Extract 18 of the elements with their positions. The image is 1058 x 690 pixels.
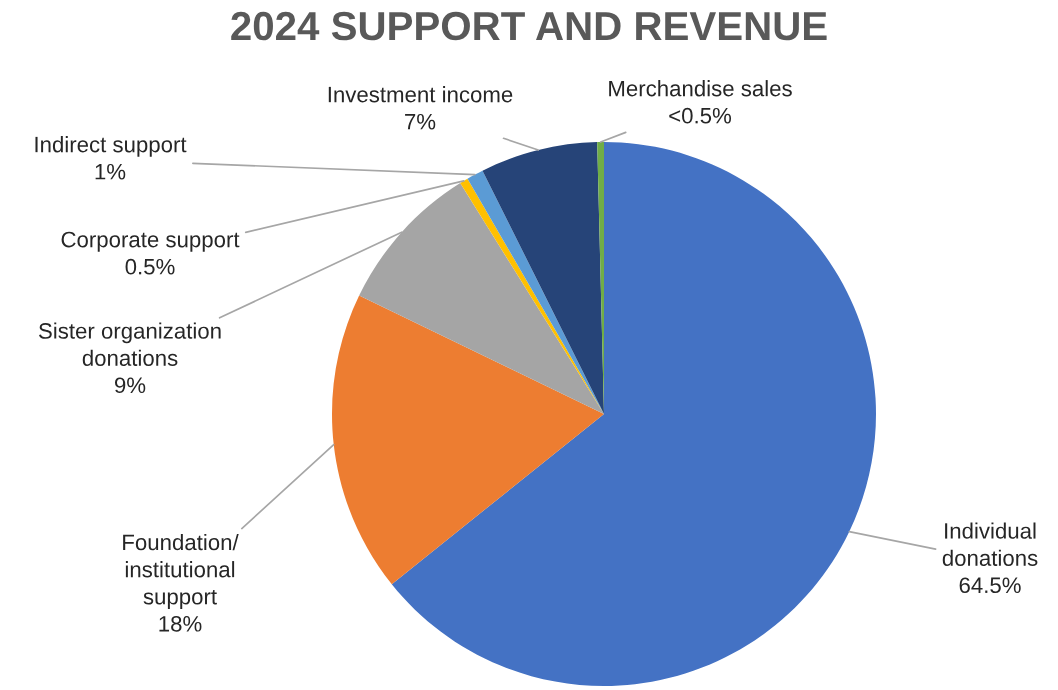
slice-label: Merchandise sales — [609, 80, 792, 97]
slice-label: Foundation/ institutional support — [123, 533, 239, 609]
pie-slice — [482, 142, 604, 414]
slice-label: Sister organization donations — [38, 322, 221, 366]
data-label: <0.5% — [669, 107, 732, 124]
data-label: 1% — [95, 163, 126, 180]
data-label: 18% — [159, 615, 202, 632]
data-label: 9% — [114, 377, 146, 394]
data-label: 64.5% — [959, 577, 1021, 594]
data-label: 7% — [405, 113, 436, 130]
slice-label: Individual donations — [942, 522, 1038, 566]
pie-slice — [332, 295, 604, 585]
data-label: 0.5% — [125, 258, 175, 275]
slice-label: Investment income — [328, 86, 513, 103]
slice-label: Indirect support — [35, 136, 187, 157]
pie-slice — [391, 142, 876, 686]
slice-label: Corporate support — [61, 231, 240, 252]
chart-title: 2024 SUPPORT AND REVENUE — [231, 11, 827, 41]
